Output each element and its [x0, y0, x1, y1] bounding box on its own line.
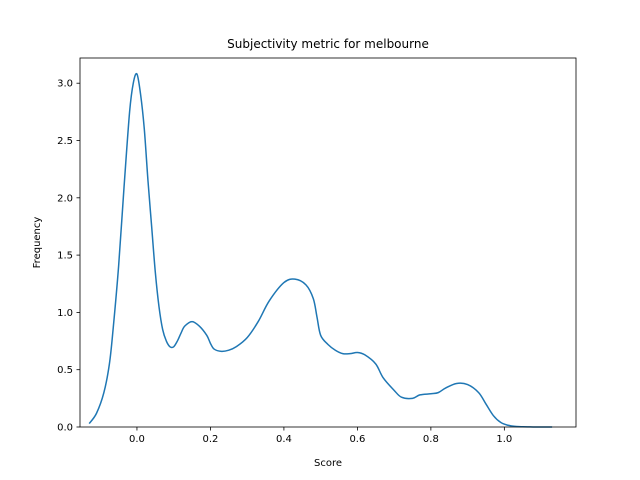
y-tick-label: 1.5 [57, 251, 73, 262]
density-line [88, 72, 553, 428]
y-axis: 0.0 0.5 1.0 1.5 2.0 2.5 3.0 [57, 79, 80, 434]
x-tick-label: 0.2 [202, 434, 218, 445]
x-tick-label: 0.6 [349, 434, 365, 445]
y-tick-label: 0.0 [57, 423, 73, 434]
y-tick-label: 2.0 [57, 193, 73, 204]
x-tick-label: 0.8 [423, 434, 439, 445]
y-tick-label: 2.5 [57, 136, 73, 147]
plot-frame [79, 57, 577, 428]
x-tick-label: 0.0 [129, 434, 145, 445]
x-tick-label: 1.0 [496, 434, 512, 445]
y-tick-label: 1.0 [57, 308, 73, 319]
y-axis-label: Frequency [32, 217, 43, 269]
y-tick-label: 3.0 [57, 79, 73, 90]
plot-area [88, 72, 553, 428]
y-tick-label: 0.5 [57, 365, 73, 376]
x-tick-label: 0.4 [276, 434, 292, 445]
x-axis: 0.0 0.2 0.4 0.6 0.8 1.0 [129, 427, 512, 445]
chart-title: Subjectivity metric for melbourne [227, 37, 429, 51]
x-axis-label: Score [314, 458, 342, 469]
